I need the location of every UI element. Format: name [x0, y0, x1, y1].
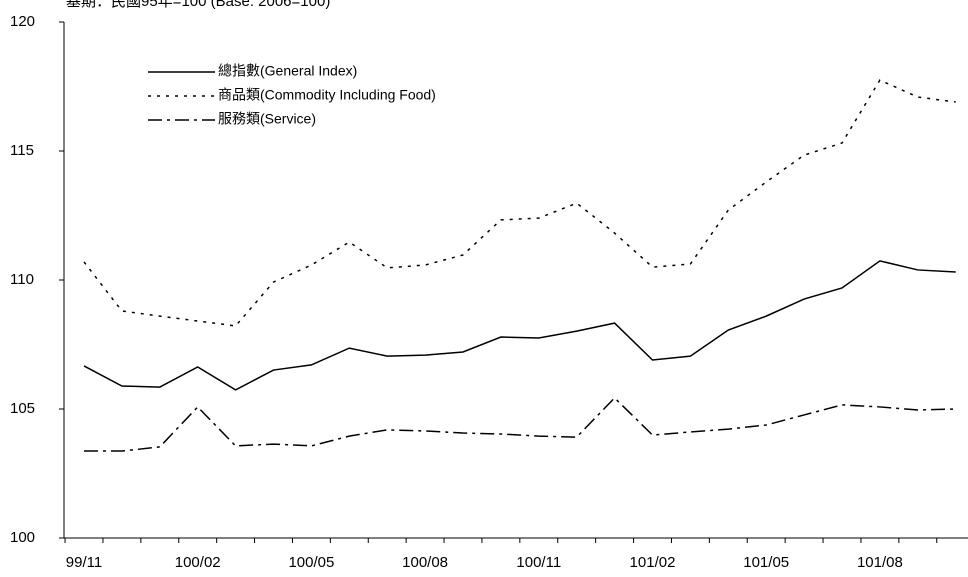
y-tick-label: 100	[10, 529, 35, 546]
y-tick-label: 110	[10, 271, 34, 288]
x-tick-label: 101/02	[630, 554, 676, 571]
chart-subtitle: 基期：民國95年=100 (Base: 2006=100)	[66, 0, 330, 10]
x-tick-label: 101/05	[743, 554, 789, 571]
data-line	[84, 396, 956, 452]
y-tick-label: 115	[10, 142, 34, 159]
x-tick-label: 100/05	[288, 554, 334, 571]
legend-label: 商品類(Commodity Including Food)	[218, 87, 436, 103]
y-tick-label: 120	[10, 13, 35, 30]
legend-label: 服務類(Service)	[218, 111, 316, 127]
x-tick-label: 100/08	[402, 554, 448, 571]
x-tick-label: 101/08	[857, 554, 903, 571]
x-tick-label: 100/02	[175, 554, 221, 571]
x-tick-label: 99/11	[66, 554, 102, 571]
y-tick-label: 105	[10, 400, 35, 417]
x-tick-label: 100/11	[516, 554, 561, 571]
data-line	[83, 260, 956, 391]
data-line	[83, 79, 956, 327]
legend-label: 總指數(General Index)	[218, 63, 357, 79]
